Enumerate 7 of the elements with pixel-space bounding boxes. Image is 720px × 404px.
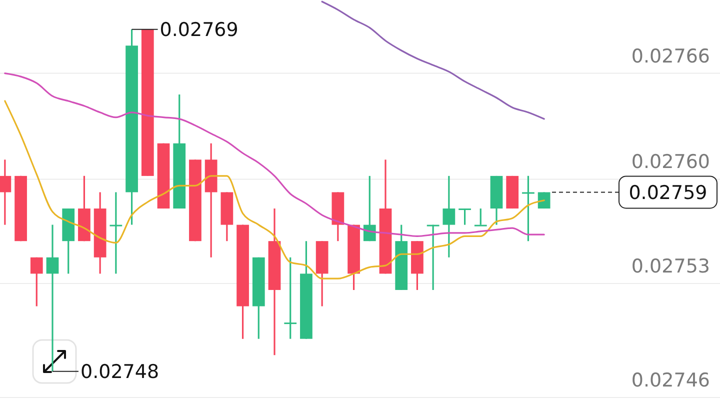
y-tick-label: 0.02753 <box>631 255 710 278</box>
annotation: 0.02748 <box>80 361 160 384</box>
annotation: 0.02769 <box>160 18 238 41</box>
y-tick-label: 0.02746 <box>631 369 710 392</box>
ref-line-label: 0.02759 <box>628 182 708 204</box>
y-tick-label: 0.02766 <box>631 45 710 68</box>
y-tick-label: 0.02760 <box>631 151 710 174</box>
